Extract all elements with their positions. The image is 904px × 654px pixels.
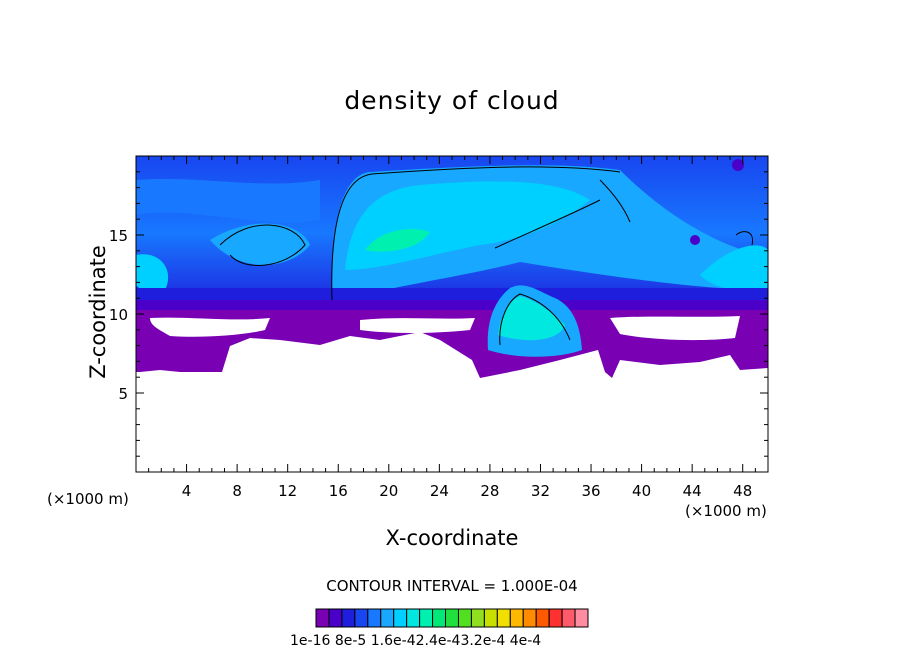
- contour-line: [331, 166, 621, 301]
- colorbar-swatch: [535, 608, 550, 628]
- colorbar-swatch: [328, 608, 343, 628]
- axis-ticks: [136, 156, 768, 472]
- x-tick-label: 40: [632, 482, 651, 500]
- fringe-gap-2: [360, 318, 475, 333]
- x-tick-label: 16: [329, 482, 348, 500]
- fringe-gap-1: [150, 317, 270, 337]
- colorbar-swatch: [522, 608, 537, 628]
- contour-interval: CONTOUR INTERVAL = 1.000E-04: [326, 577, 578, 595]
- contour-lines: [219, 166, 754, 346]
- contour-line: [599, 179, 631, 223]
- colorbar-swatch: [367, 608, 382, 628]
- x-unit-label-left: (×1000 m): [47, 490, 129, 508]
- colorbar-swatch: [432, 608, 447, 628]
- colorbar-swatch: [341, 608, 356, 628]
- y-tick-label: 5: [118, 385, 128, 403]
- chart-title: density of cloud: [344, 86, 560, 115]
- colorbar-swatch: [445, 608, 459, 628]
- clear-air-region: [136, 385, 768, 472]
- mid-right-spot: [690, 235, 700, 245]
- fringe-gap-3: [610, 316, 740, 341]
- anvil-peak: [365, 229, 430, 252]
- colorbar: [315, 608, 589, 628]
- x-axis-label: X-coordinate: [385, 526, 519, 550]
- base-band: [136, 288, 768, 302]
- x-tick-label: 24: [430, 482, 449, 500]
- x-unit-label-right: (×1000 m): [685, 502, 767, 520]
- x-tick-label: 44: [683, 482, 702, 500]
- lower-fringe-region: [136, 310, 768, 378]
- contour-line: [219, 224, 306, 266]
- colorbar-labels: 1e-16 8e-5 1.6e-42.4e-43.2e-4 4e-4: [290, 633, 542, 649]
- colorbar-swatch: [483, 608, 498, 628]
- colorbar-swatch: [574, 608, 589, 628]
- contour-line: [494, 199, 601, 249]
- x-tick-label: 12: [278, 482, 297, 500]
- upper-left-band: [136, 178, 320, 223]
- x-tick-label: 28: [480, 482, 499, 500]
- x-tick-label: 8: [232, 482, 242, 500]
- right-swirl: [700, 245, 768, 291]
- base-band-dark: [136, 300, 768, 312]
- colorbar-swatch: [315, 608, 330, 628]
- x-tick-label: 32: [531, 482, 550, 500]
- colorbar-swatch: [354, 608, 369, 628]
- y-tick-label: 10: [109, 306, 128, 324]
- upper-right-spot: [732, 159, 744, 171]
- colorbar-swatch: [509, 608, 524, 628]
- convective-core-inner: [498, 296, 565, 341]
- colorbar-swatch: [457, 608, 472, 628]
- colorbar-swatch: [406, 608, 421, 628]
- plot-area: [136, 156, 768, 472]
- colorbar-swatch: [419, 608, 434, 628]
- x-tick-label: 36: [581, 482, 600, 500]
- colorbar-swatch: [496, 608, 511, 628]
- colorbar-swatch: [548, 608, 563, 628]
- x-tick-label: 4: [182, 482, 192, 500]
- colorbar-swatch: [393, 608, 408, 628]
- colorbar-swatch: [470, 608, 485, 628]
- x-tick-label: 48: [733, 482, 752, 500]
- y-tick-label: 15: [109, 227, 128, 245]
- contour-line: [735, 231, 754, 246]
- colorbar-swatch: [380, 608, 395, 628]
- contour-line: [499, 293, 571, 346]
- left-swirl: [136, 254, 169, 293]
- colorbar-swatch: [561, 608, 576, 628]
- x-tick-label: 20: [379, 482, 398, 500]
